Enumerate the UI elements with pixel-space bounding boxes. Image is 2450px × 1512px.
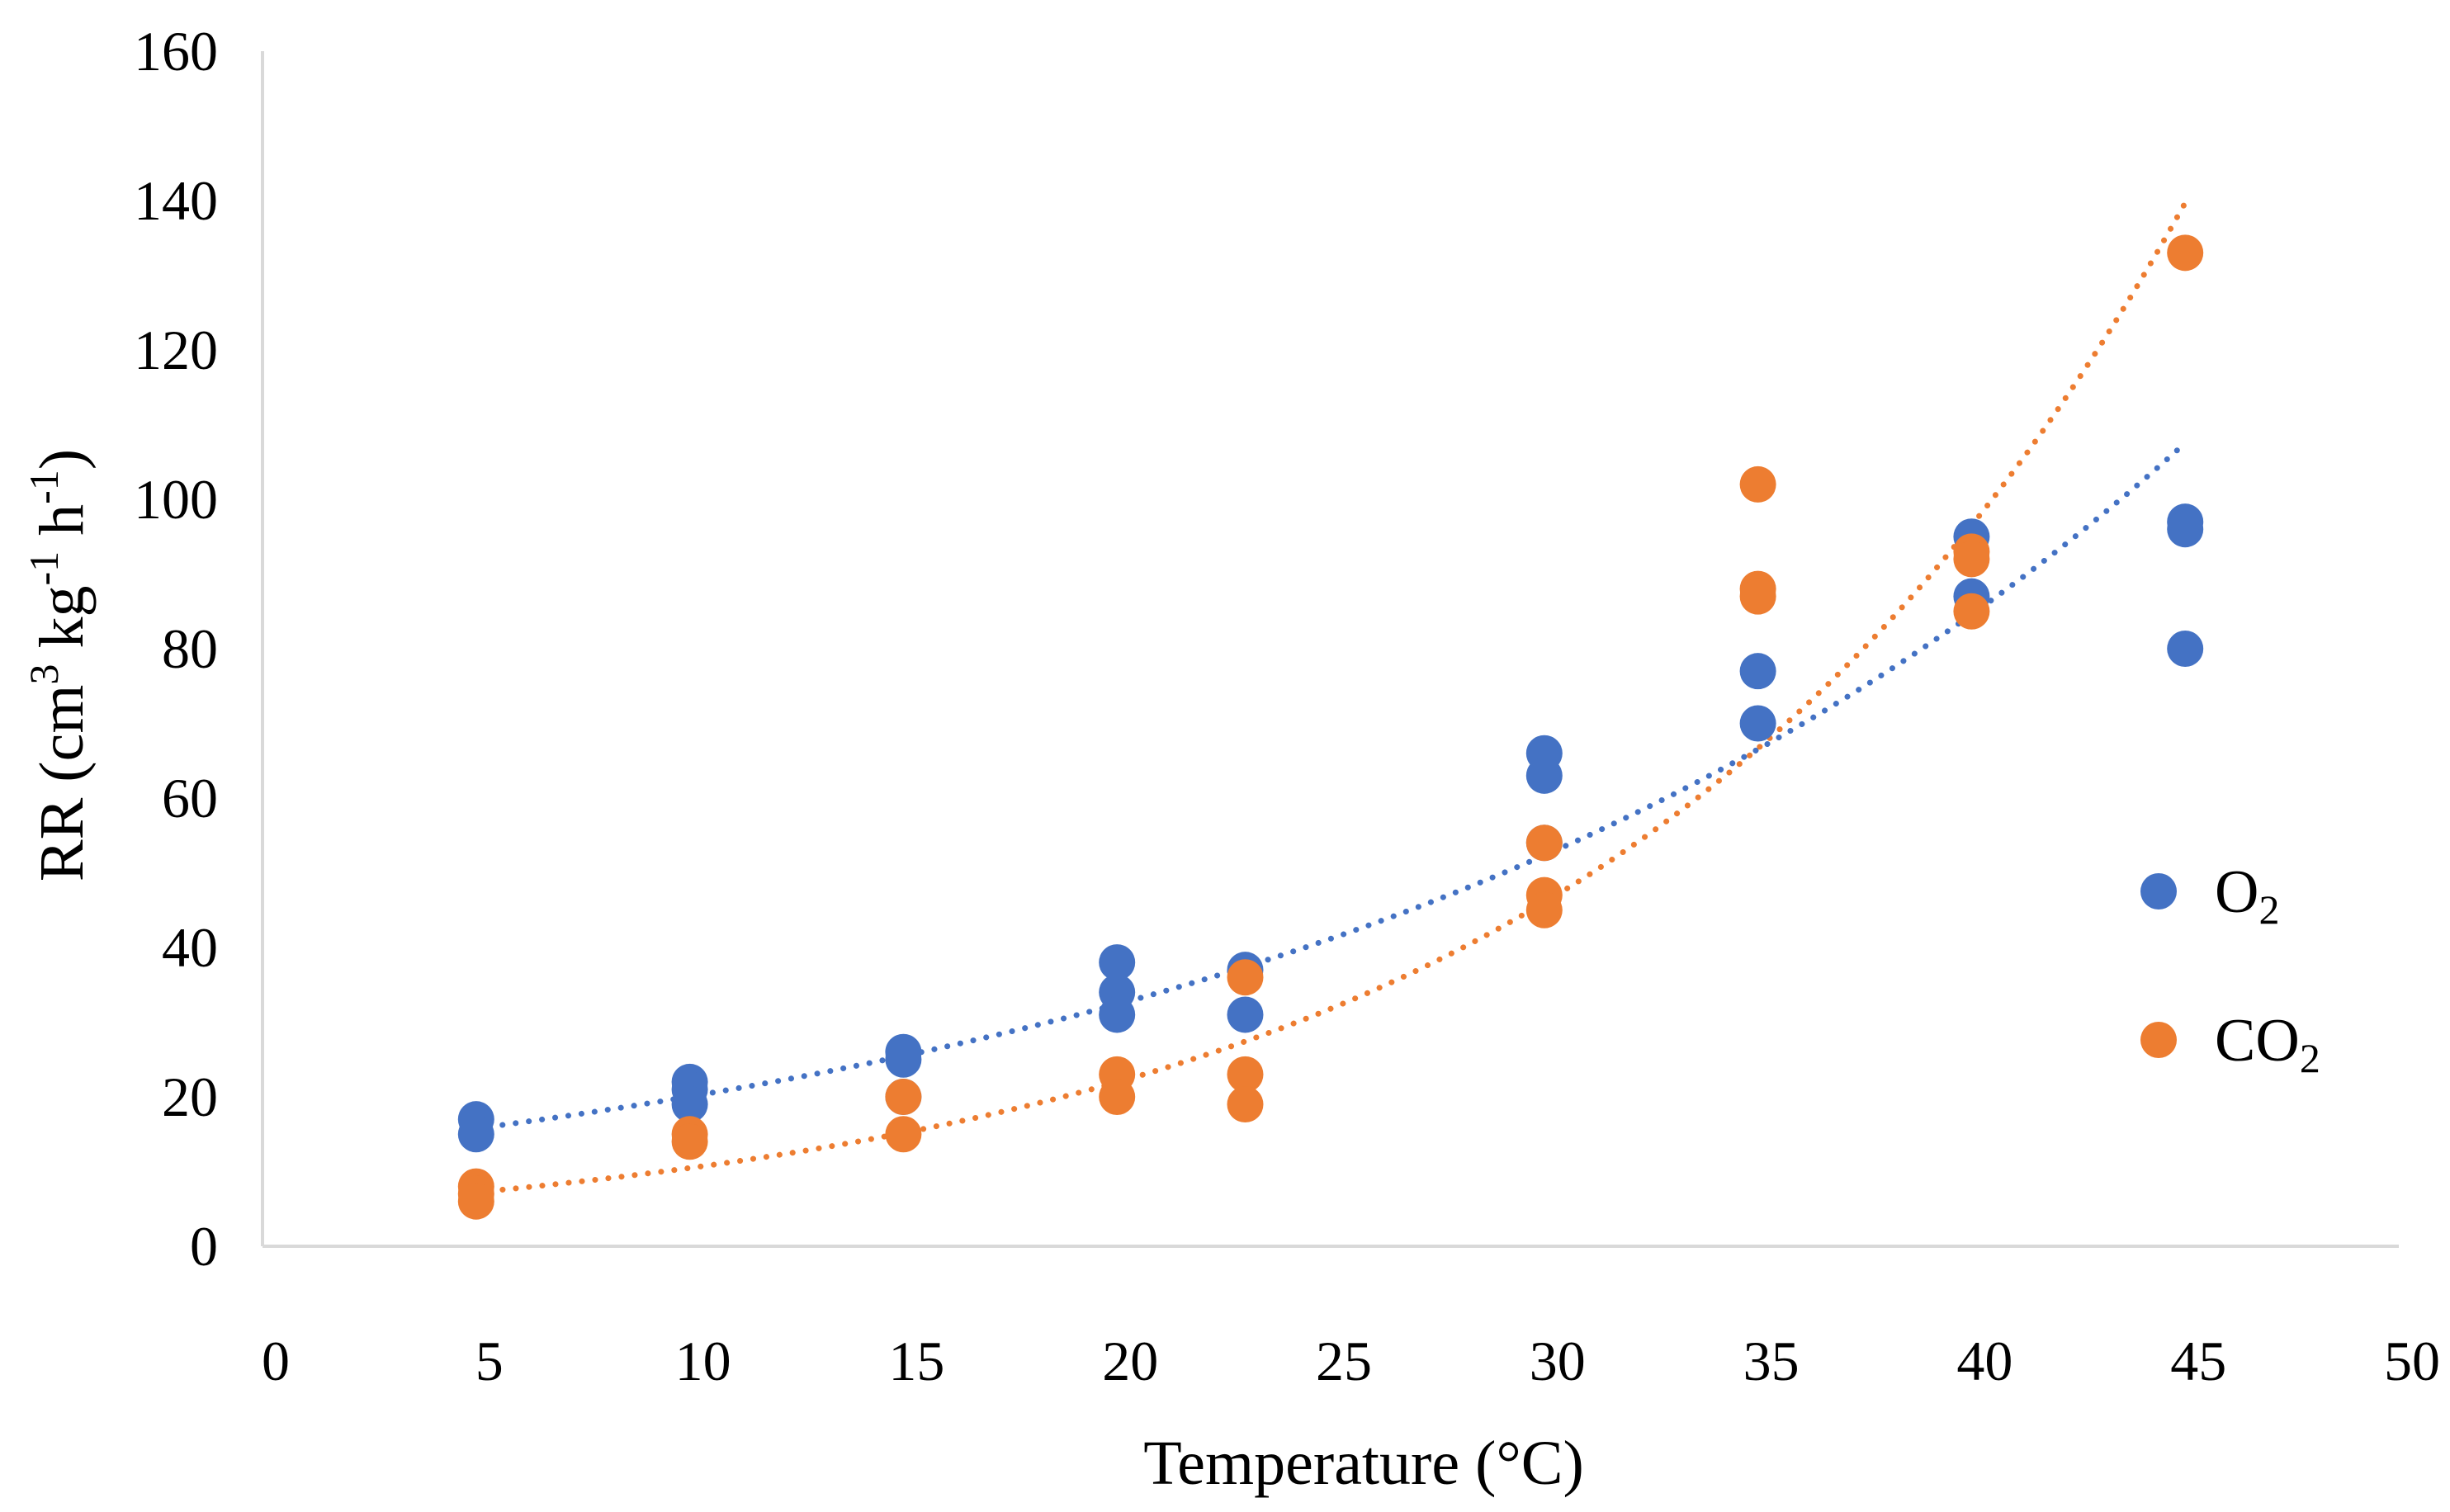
data-point-o2 [1525,757,1563,794]
y-tick-label: 0 [190,1215,218,1278]
data-point-o2 [885,1041,922,1078]
legend-marker-o2 [2140,873,2177,910]
y-tick-label: 140 [134,169,218,232]
x-tick-label: 50 [2384,1330,2440,1392]
data-point-co2 [1739,465,1776,503]
y-axis-title-sup1: 3 [21,664,67,685]
x-tick-label: 35 [1743,1330,1800,1392]
data-point-co2 [1953,541,1990,578]
data-point-o2 [671,1086,708,1123]
axes [261,51,2399,1248]
data-point-co2 [1099,1079,1136,1115]
x-tick-label: 45 [2170,1330,2226,1392]
data-point-o2 [1099,944,1136,981]
y-axis-title-mid1: kg [27,586,97,664]
data-point-co2 [1227,1056,1264,1093]
legend-item-o2: O2 [2140,858,2279,933]
data-point-co2 [1525,891,1563,928]
data-point-o2 [2167,631,2204,667]
x-tick-label: 15 [888,1330,944,1392]
data-point-co2 [1227,1086,1264,1123]
legend-label-co2: CO2 [2215,1007,2320,1081]
y-tick-label: 80 [162,617,218,680]
data-point-o2 [1227,996,1264,1033]
data-point-co2 [2167,234,2204,272]
data-point-co2 [1953,593,1990,630]
x-tick-label: 10 [675,1330,731,1392]
data-points [457,234,2204,1220]
y-tick-label: 160 [134,20,218,83]
y-tick-label: 120 [134,319,218,381]
trendline-co2 [473,200,2188,1195]
data-point-co2 [1227,959,1264,996]
x-tick-label: 25 [1316,1330,1372,1392]
data-point-co2 [671,1123,708,1160]
x-tick-labels: 0 5 10 15 20 25 30 35 40 45 50 [262,1330,2440,1392]
y-tick-label: 20 [162,1065,218,1128]
data-point-o2 [1739,705,1776,742]
y-axis-title-sup3: -1 [21,470,67,504]
x-tick-label: 0 [262,1330,290,1392]
trendlines [473,200,2188,1195]
x-tick-label: 5 [475,1330,504,1392]
y-tick-label: 100 [134,468,218,531]
y-axis-title-prefix: RR (cm [27,685,97,882]
legend-item-co2: CO2 [2140,1007,2320,1081]
data-point-o2 [1739,653,1776,690]
data-point-o2 [1099,996,1136,1033]
x-tick-label: 20 [1102,1330,1158,1392]
y-tick-label: 40 [162,916,218,979]
y-axis-title-mid2: h [27,504,97,551]
y-tick-label: 60 [162,767,218,829]
y-axis-title: RR (cm3 kg-1 h-1) [21,449,97,881]
x-tick-label: 40 [1956,1330,2012,1392]
legend-label-o2: O2 [2215,858,2279,933]
x-tick-label: 30 [1530,1330,1586,1392]
y-axis-title-sup2: -1 [21,551,67,586]
data-point-co2 [1525,825,1563,862]
x-axis-title: Temperature (°C) [1143,1429,1584,1498]
legend-marker-co2 [2140,1022,2177,1058]
trendline-o2 [473,440,2188,1132]
data-point-co2 [885,1079,922,1115]
data-point-co2 [885,1116,922,1153]
data-point-co2 [1739,578,1776,615]
y-tick-labels: 0 20 40 60 80 100 120 140 160 [134,20,218,1278]
data-point-o2 [2167,511,2204,548]
y-axis-title-suffix: ) [27,449,97,470]
data-point-co2 [457,1183,494,1220]
legend: O2 CO2 [2140,858,2320,1081]
data-point-o2 [457,1116,494,1153]
